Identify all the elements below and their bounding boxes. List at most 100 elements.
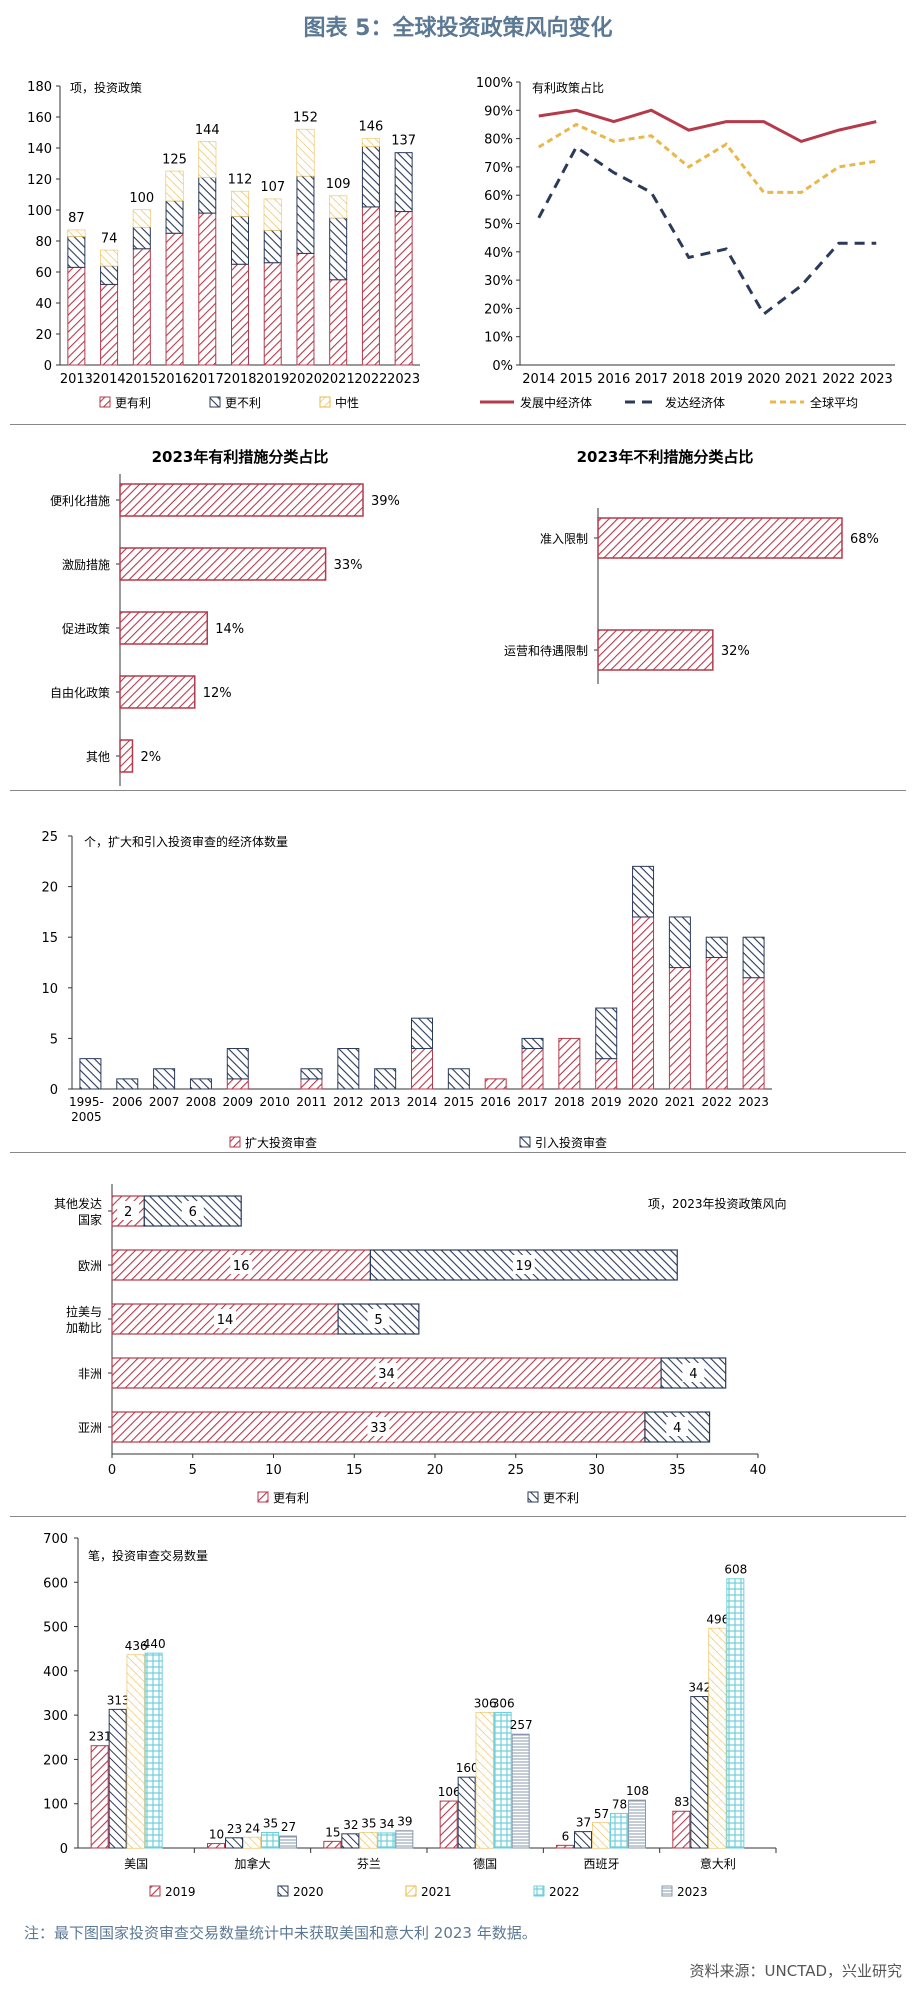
data-label: 14 xyxy=(217,1313,234,1328)
y-tick-label: 100% xyxy=(476,76,513,91)
bar-更不利 xyxy=(231,215,249,265)
bar-2019 xyxy=(556,1844,574,1849)
data-label: 24 xyxy=(245,1821,260,1835)
y-tick-label: 140 xyxy=(27,142,52,157)
category-label: 其他发达 xyxy=(54,1196,102,1211)
x-tick-label: 2008 xyxy=(186,1095,217,1109)
data-label: 608 xyxy=(724,1563,747,1577)
legend-swatch xyxy=(149,1885,161,1897)
x-tick-label: 2006 xyxy=(112,1095,143,1109)
y-tick-label: 40% xyxy=(484,246,513,261)
category-label: 自由化政策 xyxy=(50,686,110,700)
y-tick-label: 120 xyxy=(27,173,52,188)
bar-中性-cross xyxy=(67,230,85,237)
x-tick-label: 2020 xyxy=(628,1095,659,1109)
label-bg xyxy=(230,1255,253,1274)
bar-扩大投资审查 xyxy=(742,977,765,1090)
bar-更不利 xyxy=(296,175,315,254)
legend-swatch xyxy=(229,1136,241,1148)
category-label: 准入限制 xyxy=(540,532,588,546)
label-bg xyxy=(367,1417,390,1436)
x-tick-label: 加拿大 xyxy=(234,1856,270,1871)
data-label: 306 xyxy=(492,1696,515,1710)
data-label: 107 xyxy=(260,180,285,195)
data-label: 39% xyxy=(371,494,400,509)
legend-label: 2021 xyxy=(421,1885,452,1899)
category-label: 欧洲 xyxy=(78,1259,102,1273)
y-tick-label: 100 xyxy=(43,1798,68,1813)
unit-label: 个，扩大和引入投资审查的经济体数量 xyxy=(84,834,288,849)
divider xyxy=(10,1152,906,1153)
x-tick-label: 2013 xyxy=(60,372,93,387)
x-tick-label: 2016 xyxy=(597,372,630,387)
data-label: 23 xyxy=(227,1822,242,1836)
unit-label: 有利政策占比 xyxy=(532,80,604,95)
label-bg xyxy=(512,1255,535,1274)
label-bg xyxy=(214,1309,237,1328)
legend-label: 2023 xyxy=(677,1885,708,1899)
legend-swatch xyxy=(527,1491,539,1503)
line-发展中经济体 xyxy=(538,108,877,144)
bar-2021-cross xyxy=(476,1712,494,1848)
data-label: 125 xyxy=(162,152,187,167)
bar-更有利 xyxy=(394,211,413,366)
bar-扩大投资审查 xyxy=(668,967,691,1090)
x-tick-label: 15 xyxy=(346,1463,363,1478)
x-tick-label: 1995- xyxy=(69,1095,104,1109)
x-tick-label: 2014 xyxy=(93,372,126,387)
x-tick-label: 2018 xyxy=(223,372,256,387)
chart-title: 2023年不利措施分类占比 xyxy=(577,448,754,466)
data-label: 74 xyxy=(101,231,118,246)
y-tick-label: 0% xyxy=(492,359,513,374)
x-tick-label: 2023 xyxy=(860,372,893,387)
data-label: 440 xyxy=(143,1637,166,1651)
chart-policies-count: 0 20 40 60 80 100 120 140 160 180 项，投资政策 87 2013 74 20… xyxy=(27,80,420,410)
data-label: 306 xyxy=(474,1696,497,1710)
bar-更有利 xyxy=(263,262,282,366)
bar-扩大投资审查 xyxy=(632,916,655,1090)
bar-2022 xyxy=(610,1812,628,1849)
data-label: 4 xyxy=(673,1421,681,1436)
divider xyxy=(10,790,906,791)
y-tick-label: 25 xyxy=(41,830,58,845)
y-tick-label: 90% xyxy=(484,104,513,119)
category-label: 激励措施 xyxy=(62,558,110,572)
bar-更有利 xyxy=(361,206,380,366)
legend-swatch xyxy=(405,1885,417,1897)
x-tick-label: 2022 xyxy=(354,372,387,387)
data-label: 12% xyxy=(203,686,232,701)
x-tick-label: 2015 xyxy=(444,1095,475,1109)
x-tick-label: 芬兰 xyxy=(357,1857,381,1871)
data-label: 257 xyxy=(510,1718,533,1732)
bar-扩大投资审查 xyxy=(595,1058,618,1090)
x-tick-label: 2011 xyxy=(296,1095,327,1109)
legend-label: 中性 xyxy=(335,395,359,410)
category-label: 运营和待遇限制 xyxy=(504,644,588,658)
y-tick-label: 20 xyxy=(41,881,58,896)
y-tick-label: 50% xyxy=(484,218,513,233)
bar-2023 xyxy=(279,1835,297,1849)
bar-引入投资审查 xyxy=(447,1068,470,1090)
bar-2021-cross xyxy=(708,1628,726,1848)
x-tick-label: 5 xyxy=(189,1463,197,1478)
bar-更不利 xyxy=(100,265,119,285)
bar-引入投资审查 xyxy=(79,1058,102,1090)
data-label: 4 xyxy=(689,1367,697,1382)
bar-2019 xyxy=(439,1800,458,1849)
x-tick-label: 2005 xyxy=(71,1110,102,1124)
bar-2023 xyxy=(395,1830,414,1849)
category-label: 拉美与 xyxy=(66,1304,102,1319)
bar-2022 xyxy=(377,1832,396,1849)
data-label: 14% xyxy=(215,622,244,637)
category-label: 加勒比 xyxy=(66,1321,102,1335)
data-label: 313 xyxy=(107,1693,130,1707)
legend-label: 更不利 xyxy=(543,1491,579,1505)
bar-更有利 xyxy=(231,263,249,366)
bar-扩大投资审查 xyxy=(558,1037,581,1090)
y-tick-label: 40 xyxy=(35,297,52,312)
data-label: 33 xyxy=(370,1421,387,1436)
legend-swatch xyxy=(257,1491,269,1503)
legend-swatch xyxy=(209,396,221,408)
